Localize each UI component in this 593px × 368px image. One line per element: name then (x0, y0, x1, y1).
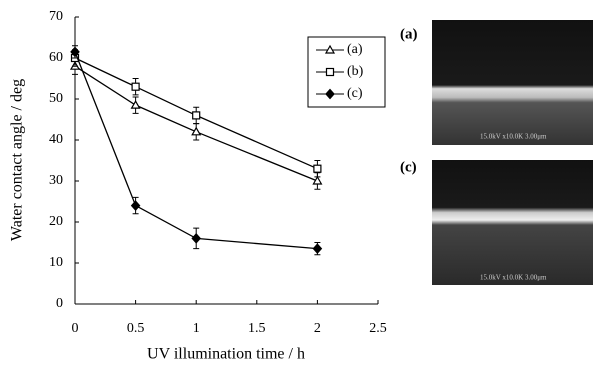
x-tick-label: 1.5 (248, 321, 266, 336)
figure: Water contact angle / deg UV illuminatio… (0, 0, 593, 368)
marker (313, 244, 321, 253)
y-tick-label: 50 (49, 91, 63, 106)
marker (192, 128, 200, 135)
marker (132, 201, 140, 210)
x-tick-label: 1 (193, 321, 200, 336)
marker (193, 112, 200, 119)
image-caption: 15.0kV x10.0K 3.00μm (480, 133, 547, 141)
x-tick-label: 2.5 (369, 321, 387, 336)
y-tick-label: 30 (49, 173, 63, 188)
image-caption: 15.0kV x10.0K 3.00μm (480, 274, 547, 282)
x-tick-label: 0.5 (127, 321, 145, 336)
y-tick-label: 70 (49, 9, 63, 24)
y-axis-label: Water contact angle / deg (9, 79, 26, 241)
y-tick-label: 20 (49, 214, 63, 229)
series-line (75, 52, 317, 249)
x-axis-label: UV illumination time / h (147, 346, 305, 363)
marker (132, 83, 139, 90)
marker (327, 69, 334, 76)
sem-image-a (432, 20, 593, 145)
marker (192, 234, 200, 243)
image-label: (a) (400, 26, 418, 42)
y-tick-label: 60 (49, 50, 63, 65)
sem-image-c (432, 160, 593, 285)
x-tick-label: 0 (72, 321, 79, 336)
legend-label: (c) (347, 86, 363, 101)
image-label: (c) (400, 159, 417, 175)
marker (132, 101, 140, 108)
y-tick-label: 10 (49, 255, 63, 270)
legend-label: (b) (347, 64, 364, 79)
marker (314, 165, 321, 172)
y-tick-label: 0 (56, 296, 63, 311)
x-tick-label: 2 (314, 321, 321, 336)
legend-label: (a) (347, 42, 363, 57)
chart: Water contact angle / deg UV illuminatio… (0, 0, 593, 368)
y-tick-label: 40 (49, 132, 63, 147)
